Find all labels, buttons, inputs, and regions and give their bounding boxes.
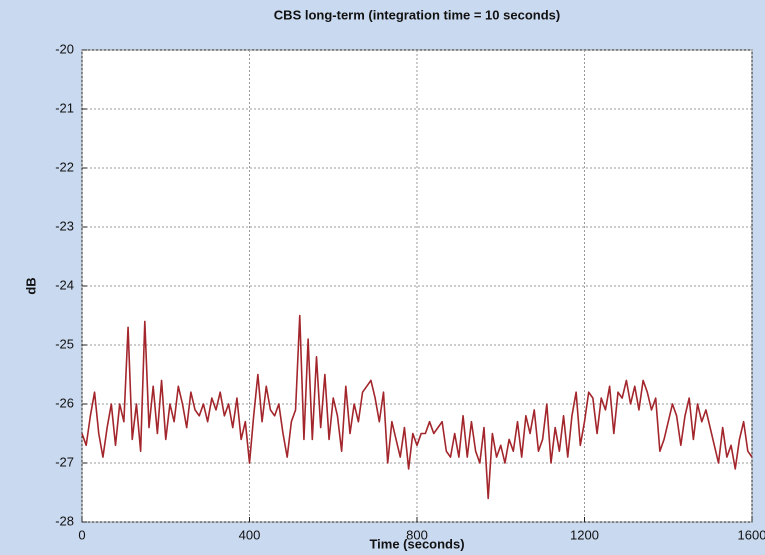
y-tick-label: -21 — [55, 100, 74, 115]
y-tick-label: -24 — [55, 277, 74, 292]
x-tick-label: 400 — [239, 527, 261, 542]
x-tick-label: 1600 — [738, 527, 765, 542]
x-tick-label: 0 — [78, 527, 85, 542]
x-axis-label: Time (seconds) — [369, 536, 464, 551]
data-line — [81, 314, 753, 500]
y-tick-label: -28 — [55, 513, 74, 528]
y-tick-label: -22 — [55, 159, 74, 174]
y-tick-label: -25 — [55, 336, 74, 351]
y-tick-label: -26 — [55, 395, 74, 410]
y-tick-label: -20 — [55, 41, 74, 56]
x-tick-label: 1200 — [570, 527, 599, 542]
y-tick-label: -23 — [55, 218, 74, 233]
y-axis-label: dB — [23, 277, 38, 294]
chart-title: CBS long-term (integration time = 10 sec… — [274, 7, 560, 22]
y-tick-label: -27 — [55, 454, 74, 469]
x-tick-label: 800 — [406, 527, 428, 542]
